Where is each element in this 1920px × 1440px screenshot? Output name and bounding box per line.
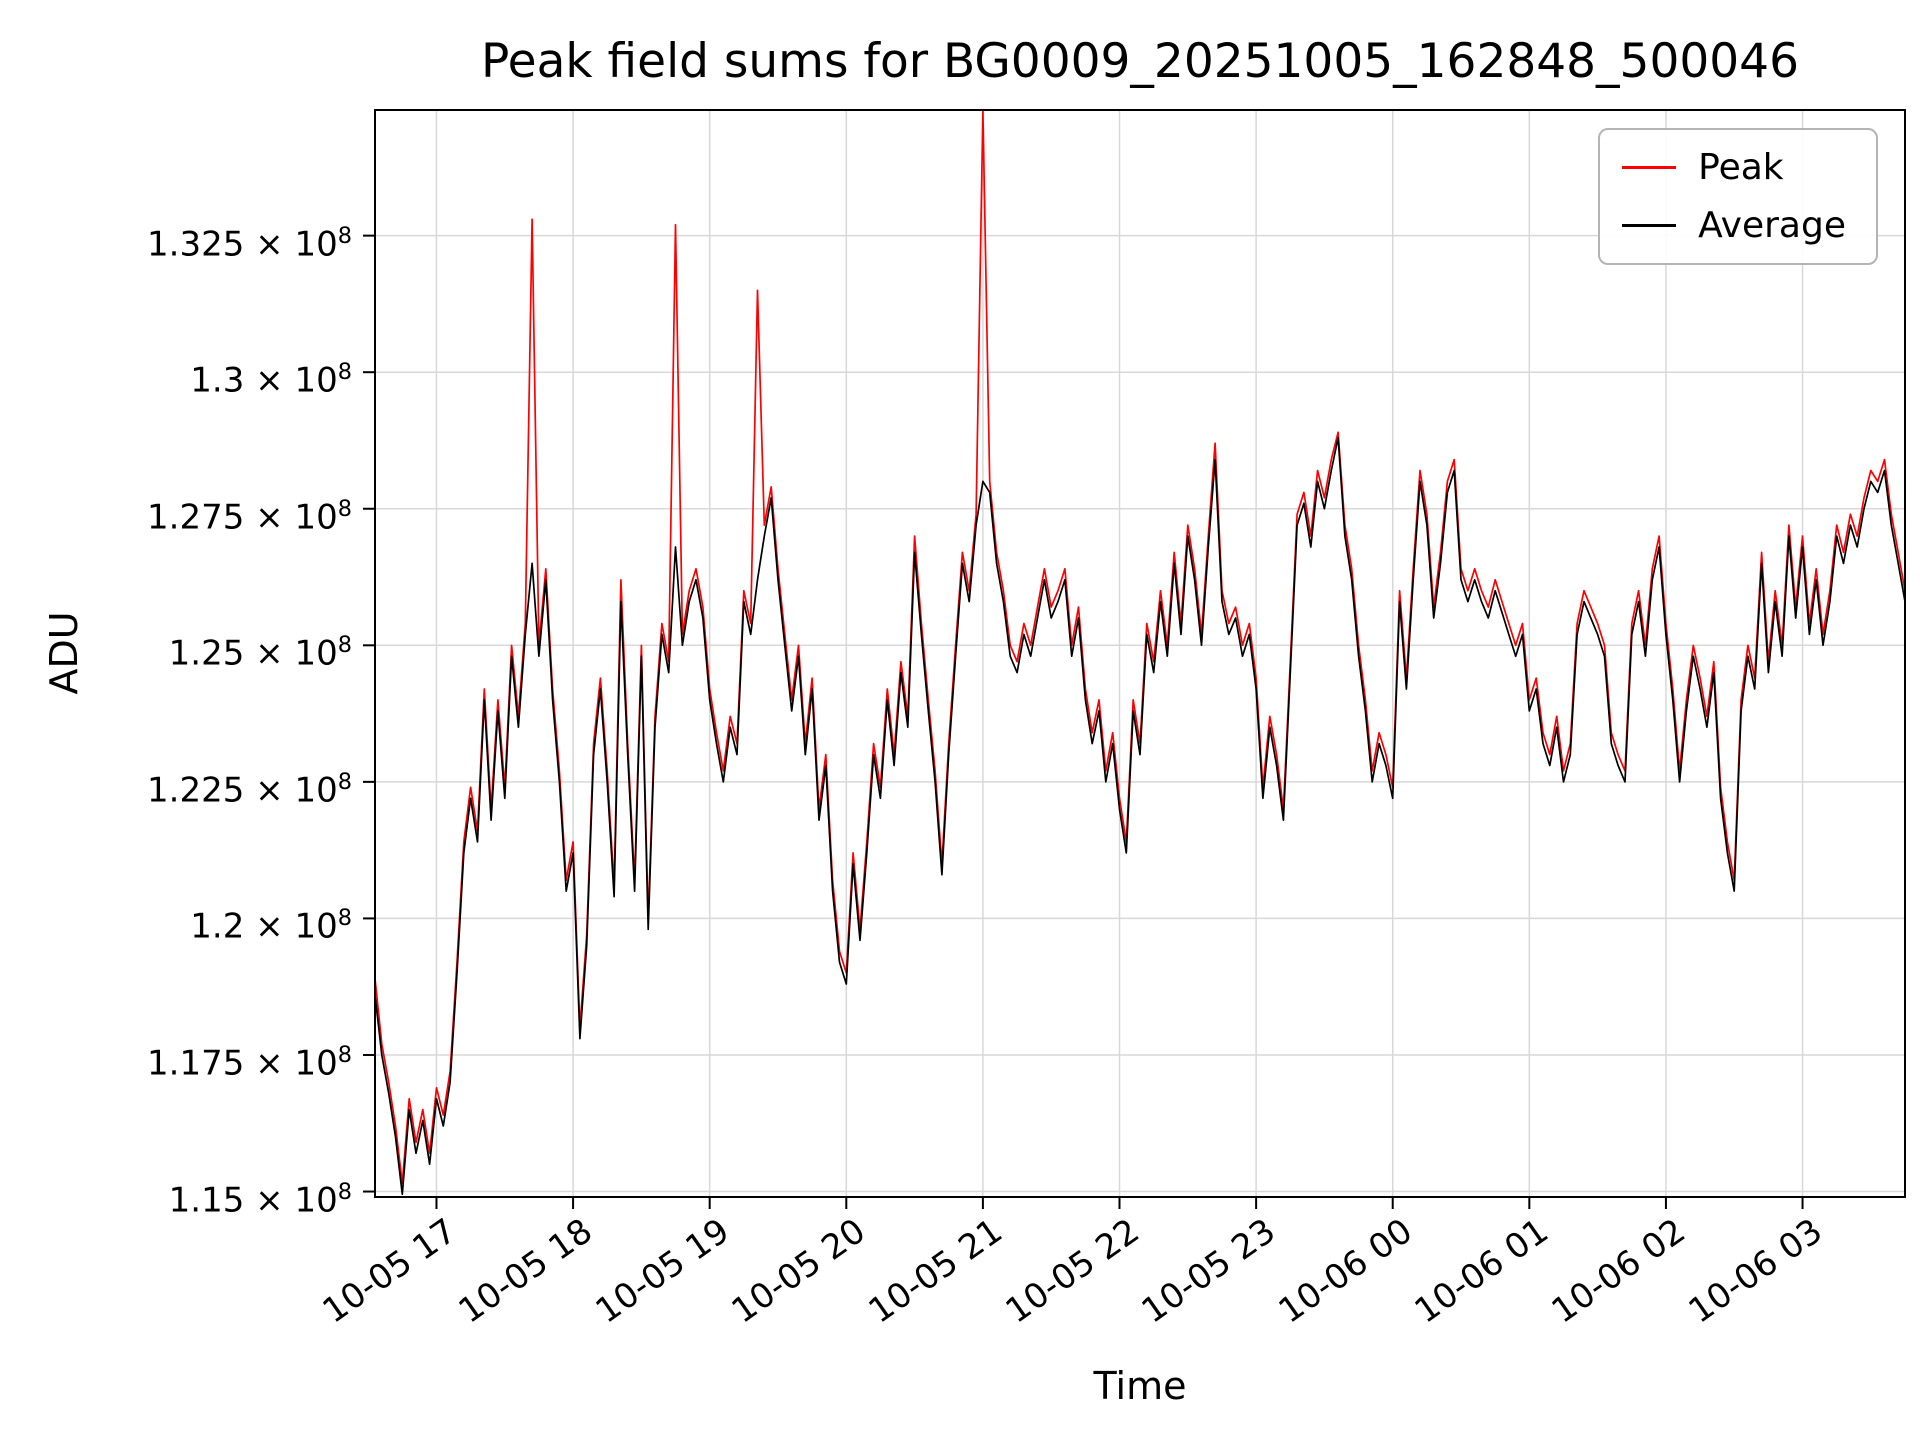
- y-tick-label: 1.2 × 108: [190, 905, 352, 947]
- chart-title: Peak field sums for BG0009_20251005_1628…: [481, 34, 1799, 89]
- average-line-sample-icon: [1622, 223, 1677, 227]
- y-tick-label: 1.325 × 108: [147, 222, 352, 264]
- y-tick-label: 1.275 × 108: [147, 495, 352, 538]
- peak-series-line: [375, 110, 1905, 1185]
- y-tick-label: 1.25 × 108: [168, 632, 352, 674]
- x-axis-label: Time: [1093, 1364, 1187, 1408]
- average-series-line: [375, 436, 1905, 1196]
- legend-label-peak: Peak: [1698, 147, 1784, 188]
- legend: Peak Average: [1598, 128, 1878, 266]
- peak-line-sample-icon: [1622, 166, 1677, 170]
- axes-frame: [374, 109, 1906, 1198]
- y-tick-label: 1.225 × 108: [147, 768, 352, 811]
- y-tick-label: 1.15 × 108: [168, 1178, 352, 1220]
- legend-item-peak: Peak: [1622, 148, 1846, 188]
- legend-label-average: Average: [1698, 204, 1846, 246]
- y-axis-label: ADU: [42, 611, 86, 695]
- y-tick-label: 1.3 × 108: [190, 359, 352, 401]
- y-tick-label: 1.175 × 108: [147, 1041, 352, 1084]
- legend-item-average: Average: [1622, 204, 1846, 246]
